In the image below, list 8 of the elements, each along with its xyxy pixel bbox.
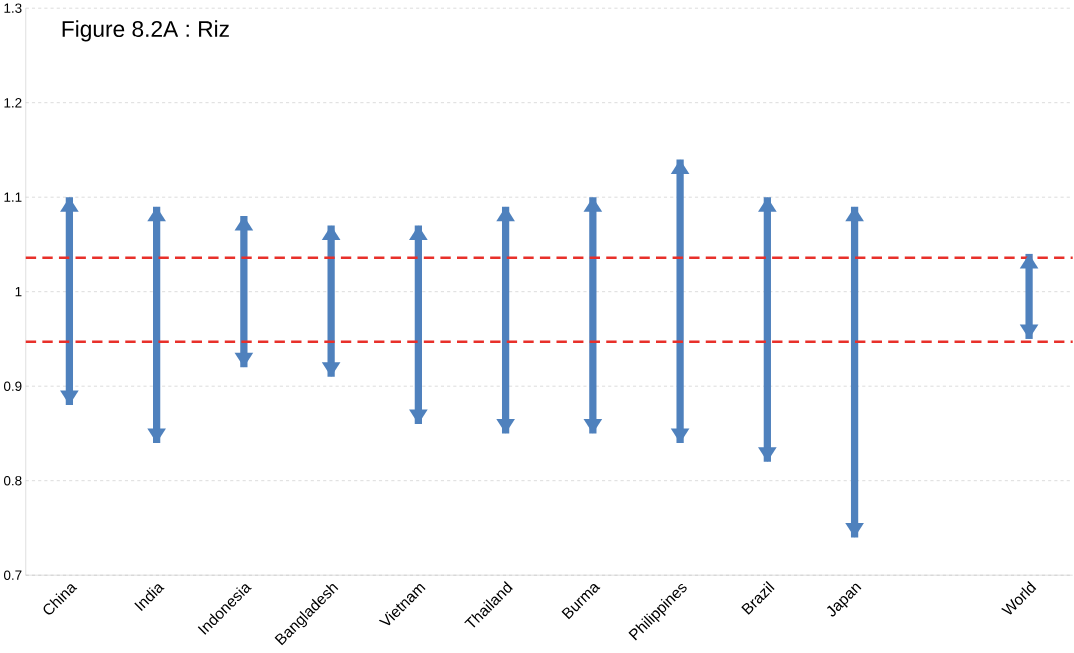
y-tick-label: 0.7: [3, 570, 22, 580]
y-tick-label: 1.1: [4, 192, 22, 202]
y-tick-label: 1.3: [4, 3, 22, 13]
y-tick-label: 0.8: [3, 475, 22, 486]
y-tick-label: 0.9: [3, 381, 22, 391]
text: Figure 8.2A : Riz: [62, 20, 229, 42]
y-tick-label: 1: [15, 286, 22, 297]
y-tick-label: 1.2: [4, 97, 22, 108]
